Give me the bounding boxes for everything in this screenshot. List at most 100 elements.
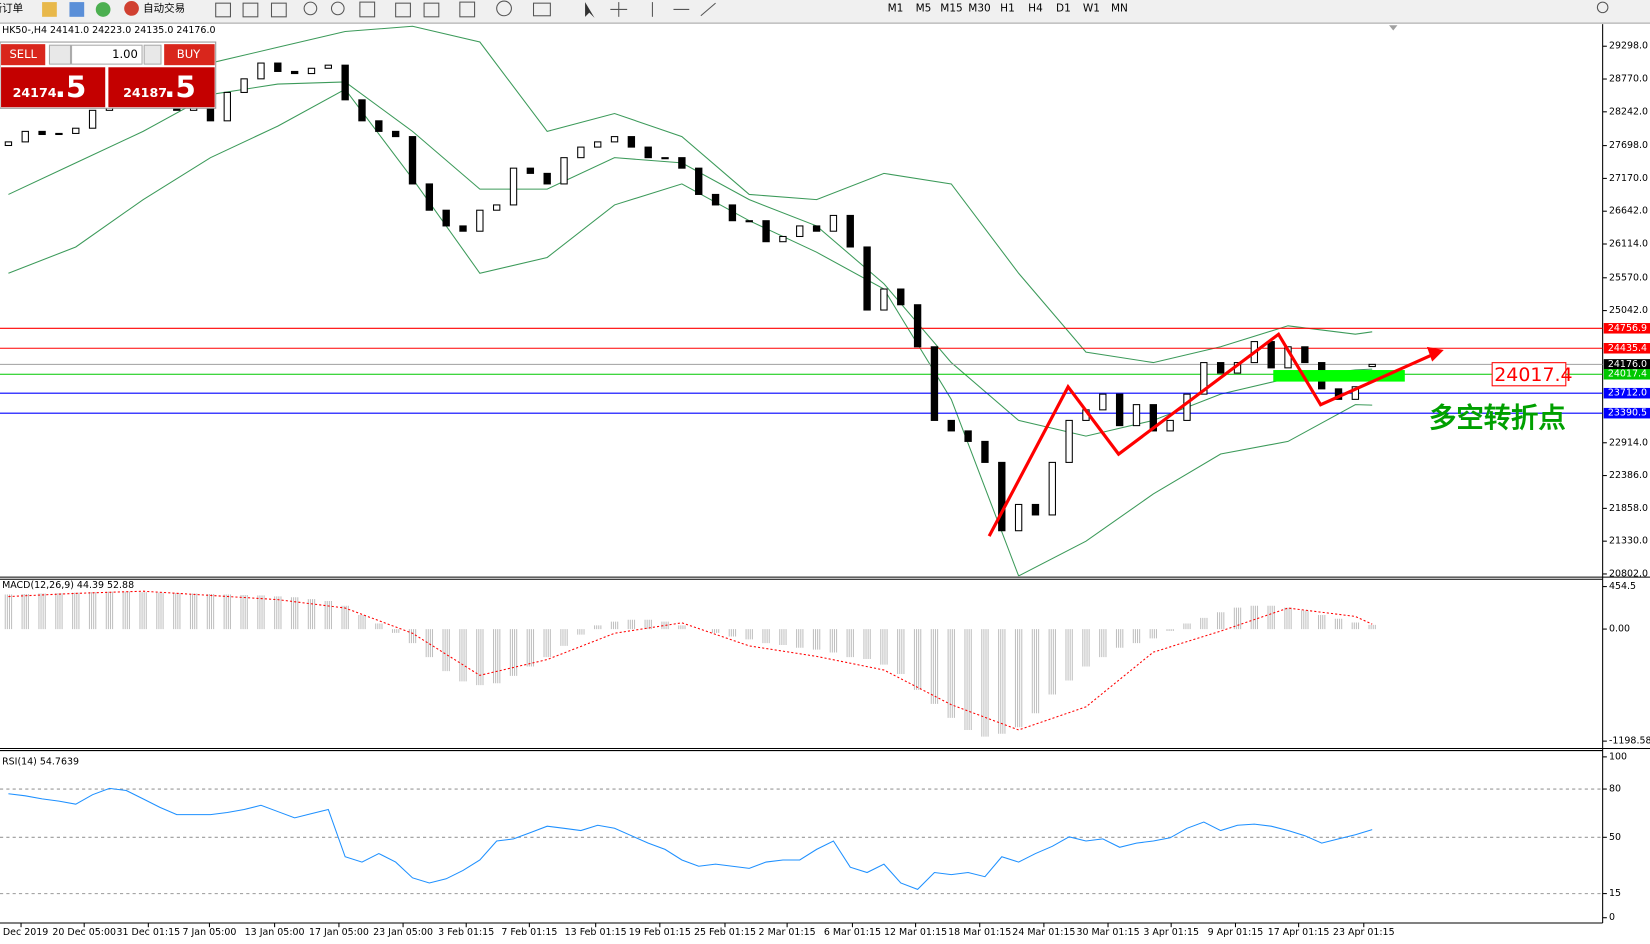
candle-body <box>711 193 720 206</box>
timeframe-button[interactable]: M15 <box>940 2 962 14</box>
bollinger-middle <box>8 81 1373 437</box>
icon[interactable] <box>532 2 551 17</box>
candle-body <box>745 220 753 223</box>
y-tick-label: 28770.0 <box>1609 74 1648 85</box>
x-tick-label: 7 Feb 01:15 <box>501 927 557 938</box>
x-tick-label: 13 Feb 01:15 <box>565 927 627 938</box>
timeframe-button[interactable]: D1 <box>1056 2 1071 14</box>
candle-body <box>21 130 29 143</box>
price-level-label: 23712.0 <box>1608 388 1647 399</box>
y-tick-label: 26642.0 <box>1609 206 1648 217</box>
candle-body <box>476 209 484 232</box>
timeframes: M1 M5 M15 M30 H1 H4 D1 W1 MN <box>888 2 1128 14</box>
y-tick-label: -1198.58 <box>1609 736 1650 747</box>
candle-body <box>1048 461 1056 516</box>
candle-body <box>930 346 939 421</box>
icon[interactable] <box>270 2 287 18</box>
panel: 454.5 0.00 -1198.58 MACD(12,26,9) 44.39 52.… <box>2 580 1650 747</box>
candle-body <box>812 225 821 232</box>
sell-price[interactable]: 24174 <box>13 85 57 100</box>
price-level-label: 24017.4 <box>1608 369 1647 380</box>
zoom-in[interactable] <box>303 1 318 16</box>
candle-body <box>1351 386 1360 400</box>
buy-button[interactable] <box>164 44 215 66</box>
icon[interactable] <box>242 2 259 18</box>
timeframe-button[interactable]: MN <box>1111 2 1128 14</box>
candle-body <box>661 157 669 160</box>
plot-area <box>4 590 1376 737</box>
x-tick-label: 30 Mar 01:15 <box>1076 927 1139 938</box>
volume-value[interactable]: 1.00 <box>112 47 138 61</box>
candle-body <box>1200 362 1208 395</box>
candle-body <box>290 70 299 75</box>
timeframe-button[interactable]: M1 <box>888 2 904 14</box>
candle-body <box>408 136 417 185</box>
candle-body <box>425 183 434 211</box>
zoom-out[interactable] <box>330 1 345 16</box>
icon[interactable] <box>496 0 512 17</box>
sell-pips[interactable]: .5 <box>55 70 87 104</box>
buy-pips[interactable]: .5 <box>164 70 196 104</box>
icon[interactable] <box>95 2 111 17</box>
price-level-label: 24176.0 <box>1608 359 1647 370</box>
timeframe-button[interactable]: W1 <box>1083 2 1100 14</box>
volume-input[interactable] <box>71 44 143 65</box>
candle-body <box>375 120 383 132</box>
candle-body <box>829 214 838 232</box>
auto-trading-icon[interactable] <box>124 1 139 16</box>
y-tick-label: 25570.0 <box>1609 272 1648 283</box>
candle-body <box>543 172 551 185</box>
candle-body <box>964 430 972 442</box>
zigzag-arrow <box>987 331 1432 537</box>
timeframe-button[interactable]: H4 <box>1028 2 1043 14</box>
macd-signal <box>8 590 1373 731</box>
new-order-button[interactable]: 新订单 <box>0 1 23 14</box>
timeframe-button[interactable]: M30 <box>968 2 990 14</box>
annotation-box <box>1491 362 1567 387</box>
y-tick-label: 0.00 <box>1609 624 1630 635</box>
icon[interactable] <box>69 2 85 17</box>
candle-body <box>678 157 686 169</box>
y-tick-label: 27698.0 <box>1609 140 1648 151</box>
y-tick-label: 27170.0 <box>1609 173 1648 184</box>
auto-trading-button[interactable]: 自动交易 <box>143 1 185 14</box>
y-tick-label: 80 <box>1609 784 1621 795</box>
icon[interactable] <box>215 2 231 18</box>
timeframe-button[interactable]: H1 <box>1000 2 1015 14</box>
search[interactable] <box>1596 1 1609 14</box>
candle-body <box>627 136 636 148</box>
chart-shift-marker[interactable] <box>1389 25 1398 31</box>
timeframe-button[interactable]: M5 <box>916 2 932 14</box>
icon[interactable] <box>423 2 440 18</box>
bollinger-lower <box>8 88 1373 577</box>
candle-body <box>1166 419 1174 432</box>
buy-label[interactable]: BUY <box>177 47 201 61</box>
y-tick-label: 0 <box>1609 912 1615 923</box>
x-tick-label: 31 Dec 01:15 <box>117 927 181 938</box>
drawn-annotations: 24017.4 多空转折点 <box>987 331 1573 537</box>
candle-body <box>358 99 366 122</box>
sell-price-box[interactable] <box>1 67 106 108</box>
volume-up[interactable] <box>143 44 162 65</box>
y-tick-label: 100 <box>1609 751 1627 762</box>
cursor-tool[interactable] <box>585 2 595 18</box>
buy-price[interactable]: 24187 <box>123 85 167 100</box>
icon[interactable] <box>42 2 57 17</box>
sell-label[interactable]: SELL <box>9 47 37 61</box>
icon[interactable] <box>359 1 376 18</box>
candle-body <box>1031 503 1040 516</box>
trendline[interactable] <box>700 2 716 17</box>
candle-body <box>307 67 316 75</box>
candle-body <box>391 130 400 138</box>
x-tick-label: 6 Dec 2019 <box>0 927 48 938</box>
icon[interactable] <box>459 1 476 18</box>
buy-price-box[interactable] <box>108 67 215 108</box>
x-tick-label: 7 Jan 05:00 <box>183 927 237 938</box>
sell-button[interactable] <box>1 44 46 66</box>
icon[interactable] <box>395 2 411 18</box>
toolbar-bg <box>0 0 1650 24</box>
x-tick-label: 6 Mar 01:15 <box>824 927 881 938</box>
volume-down[interactable] <box>48 44 72 65</box>
